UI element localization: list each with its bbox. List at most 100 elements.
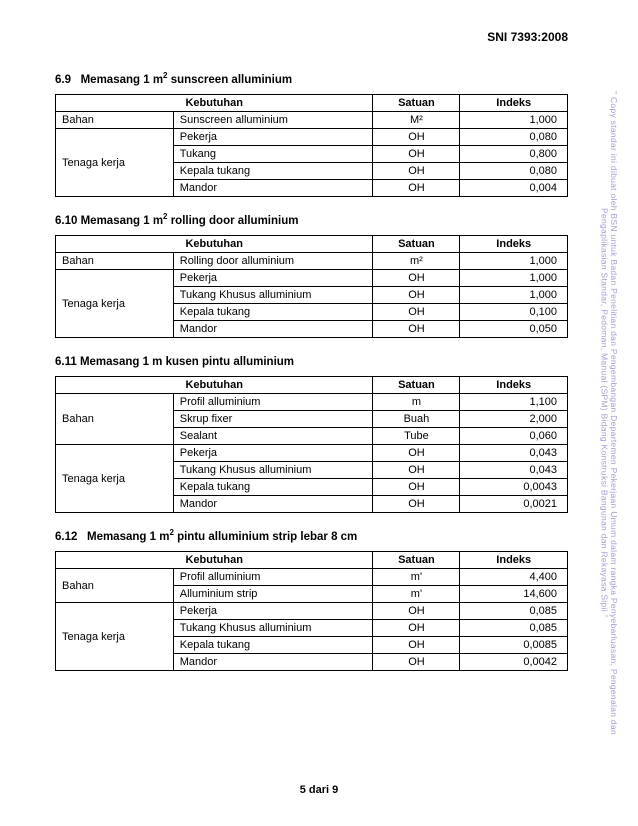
table-row: BahanProfil alluminiumm'4,400 [56, 569, 568, 586]
table-row: Tenaga kerjaPekerjaOH0,080 [56, 129, 568, 146]
category-cell: Tenaga kerja [56, 445, 174, 513]
table-body: BahanSunscreen alluminiumM²1,000Tenaga k… [56, 112, 568, 197]
table-row: Tenaga kerjaPekerjaOH0,085 [56, 603, 568, 620]
col-kebutuhan: Kebutuhan [56, 377, 373, 394]
item-cell: Mandor [173, 496, 373, 513]
satuan-cell: OH [373, 654, 460, 671]
item-cell: Tukang [173, 146, 373, 163]
section-title-6-12: 6.12 Memasang 1 m2 pintu alluminium stri… [55, 531, 568, 543]
col-satuan: Satuan [373, 95, 460, 112]
col-kebutuhan: Kebutuhan [56, 236, 373, 253]
item-cell: Sealant [173, 428, 373, 445]
item-cell: Tukang Khusus alluminium [173, 620, 373, 637]
satuan-cell: OH [373, 304, 460, 321]
satuan-cell: OH [373, 637, 460, 654]
table-row: BahanRolling door alluminiumm²1,000 [56, 253, 568, 270]
table-header-row: Kebutuhan Satuan Indeks [56, 552, 568, 569]
indeks-cell: 0,0043 [460, 479, 568, 496]
item-cell: Kepala tukang [173, 479, 373, 496]
col-satuan: Satuan [373, 552, 460, 569]
item-cell: Pekerja [173, 445, 373, 462]
col-indeks: Indeks [460, 552, 568, 569]
satuan-cell: OH [373, 321, 460, 338]
category-cell: Bahan [56, 112, 174, 129]
item-cell: Profil alluminium [173, 569, 373, 586]
item-cell: Pekerja [173, 603, 373, 620]
category-cell: Tenaga kerja [56, 603, 174, 671]
indeks-cell: 1,000 [460, 253, 568, 270]
item-cell: Alluminium strip [173, 586, 373, 603]
item-cell: Sunscreen alluminium [173, 112, 373, 129]
col-indeks: Indeks [460, 95, 568, 112]
item-cell: Tukang Khusus alluminium [173, 462, 373, 479]
table-6-10: Kebutuhan Satuan Indeks BahanRolling doo… [55, 235, 568, 338]
item-cell: Rolling door alluminium [173, 253, 373, 270]
item-cell: Mandor [173, 321, 373, 338]
satuan-cell: m' [373, 569, 460, 586]
satuan-cell: m [373, 394, 460, 411]
item-cell: Skrup fixer [173, 411, 373, 428]
satuan-cell: m² [373, 253, 460, 270]
indeks-cell: 0,800 [460, 146, 568, 163]
table-header-row: Kebutuhan Satuan Indeks [56, 95, 568, 112]
satuan-cell: OH [373, 462, 460, 479]
indeks-cell: 1,000 [460, 112, 568, 129]
satuan-cell: OH [373, 445, 460, 462]
document-id: SNI 7393:2008 [55, 30, 568, 44]
satuan-cell: OH [373, 180, 460, 197]
table-row: BahanProfil alluminiumm1,100 [56, 394, 568, 411]
satuan-cell: M² [373, 112, 460, 129]
table-6-9: Kebutuhan Satuan Indeks BahanSunscreen a… [55, 94, 568, 197]
section-title-6-11: 6.11 Memasang 1 m kusen pintu alluminium [55, 356, 568, 368]
satuan-cell: OH [373, 270, 460, 287]
indeks-cell: 0,0085 [460, 637, 568, 654]
satuan-cell: Tube [373, 428, 460, 445]
category-cell: Bahan [56, 253, 174, 270]
table-row: Tenaga kerjaPekerjaOH1,000 [56, 270, 568, 287]
category-cell: Tenaga kerja [56, 129, 174, 197]
item-cell: Mandor [173, 180, 373, 197]
copyright-watermark: " Copy standar ini dibuat oleh BSN untuk… [600, 60, 618, 766]
indeks-cell: 0,080 [460, 129, 568, 146]
item-cell: Pekerja [173, 129, 373, 146]
page-footer: 5 dari 9 [0, 784, 638, 796]
indeks-cell: 0,085 [460, 603, 568, 620]
indeks-cell: 0,043 [460, 445, 568, 462]
item-cell: Profil alluminium [173, 394, 373, 411]
indeks-cell: 1,000 [460, 270, 568, 287]
satuan-cell: OH [373, 603, 460, 620]
page-content: SNI 7393:2008 6.9 Memasang 1 m2 sunscree… [0, 0, 638, 717]
item-cell: Kepala tukang [173, 637, 373, 654]
col-kebutuhan: Kebutuhan [56, 95, 373, 112]
col-kebutuhan: Kebutuhan [56, 552, 373, 569]
satuan-cell: m' [373, 586, 460, 603]
indeks-cell: 2,000 [460, 411, 568, 428]
indeks-cell: 0,060 [460, 428, 568, 445]
satuan-cell: OH [373, 146, 460, 163]
indeks-cell: 0,100 [460, 304, 568, 321]
col-satuan: Satuan [373, 236, 460, 253]
satuan-cell: OH [373, 479, 460, 496]
table-row: BahanSunscreen alluminiumM²1,000 [56, 112, 568, 129]
table-body: BahanRolling door alluminiumm²1,000Tenag… [56, 253, 568, 338]
indeks-cell: 0,050 [460, 321, 568, 338]
table-header-row: Kebutuhan Satuan Indeks [56, 236, 568, 253]
indeks-cell: 0,004 [460, 180, 568, 197]
indeks-cell: 0,0021 [460, 496, 568, 513]
table-body: BahanProfil alluminiumm'4,400Alluminium … [56, 569, 568, 671]
indeks-cell: 0,085 [460, 620, 568, 637]
satuan-cell: Buah [373, 411, 460, 428]
table-6-12: Kebutuhan Satuan Indeks BahanProfil allu… [55, 551, 568, 671]
indeks-cell: 0,043 [460, 462, 568, 479]
section-title-6-9: 6.9 Memasang 1 m2 sunscreen alluminium [55, 74, 568, 86]
satuan-cell: OH [373, 163, 460, 180]
item-cell: Mandor [173, 654, 373, 671]
indeks-cell: 4,400 [460, 569, 568, 586]
category-cell: Tenaga kerja [56, 270, 174, 338]
item-cell: Kepala tukang [173, 304, 373, 321]
item-cell: Kepala tukang [173, 163, 373, 180]
indeks-cell: 0,0042 [460, 654, 568, 671]
indeks-cell: 0,080 [460, 163, 568, 180]
satuan-cell: OH [373, 287, 460, 304]
category-cell: Bahan [56, 394, 174, 445]
